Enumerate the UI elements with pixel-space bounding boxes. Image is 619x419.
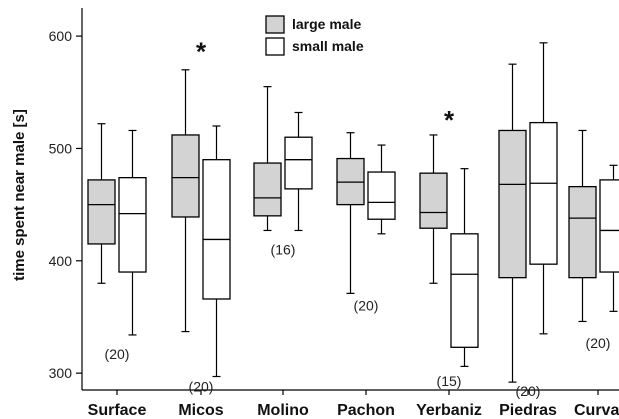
sample-size-label: (20) (586, 335, 611, 351)
box-large-male-curva (568, 129, 597, 323)
box-small-male-micos (202, 125, 231, 378)
x-tick-label: Curva (574, 402, 619, 419)
y-tick-label: 300 (49, 365, 73, 381)
y-tick-label: 600 (49, 28, 73, 44)
sample-size-label: (20) (189, 379, 214, 395)
y-tick-label: 500 (49, 140, 73, 156)
box-large-male-surface (87, 123, 116, 284)
box-body (419, 172, 448, 229)
sample-size-label: (20) (105, 346, 130, 362)
boxes (87, 42, 619, 383)
box-body (529, 121, 558, 265)
x-tick-label: Surface (88, 402, 147, 419)
legend: large male small male (265, 15, 364, 56)
axes: 300 400 500 600 Surface Micos Molino Pachon Yerb… (49, 8, 619, 419)
x-tick-label: Piedras (499, 402, 557, 419)
legend-label: small male (292, 38, 364, 54)
box-body (87, 179, 116, 245)
y-tick-label: 400 (49, 253, 73, 269)
significance-star: * (196, 36, 207, 66)
box-small-male-piedras (529, 42, 558, 335)
box-small-male-curva (599, 164, 619, 312)
box-body (202, 159, 231, 300)
legend-swatch (265, 37, 285, 56)
box-large-male-pachon (336, 132, 365, 294)
legend-swatch (265, 15, 285, 34)
box-body (599, 179, 619, 273)
box-small-male-molino (284, 111, 313, 232)
box-body (568, 185, 597, 279)
legend-label: large male (292, 16, 361, 32)
y-axis-title: time spent near male [s] (11, 109, 28, 281)
box-small-male-yerbaniz (450, 168, 479, 368)
x-tick-label: Yerbaniz (416, 402, 482, 419)
box-body (498, 129, 527, 279)
x-tick-label: Pachon (337, 402, 395, 419)
box-large-male-yerbaniz (419, 134, 448, 284)
box-body (367, 171, 396, 220)
significance-star: * (444, 105, 455, 135)
sample-size-label: (15) (437, 373, 462, 389)
box-body (118, 177, 147, 273)
box-body (284, 136, 313, 190)
x-tick-label: Micos (178, 402, 223, 419)
box-large-male-molino (253, 86, 282, 232)
box-large-male-micos (171, 69, 200, 333)
box-small-male-surface (118, 129, 147, 336)
box-body (171, 134, 200, 218)
sample-size-label: (16) (271, 242, 296, 258)
sample-size-label: (20) (354, 298, 379, 314)
box-small-male-pachon (367, 144, 396, 235)
x-tick-label: Molino (257, 402, 309, 419)
box-body (450, 233, 479, 348)
box-large-male-piedras (498, 63, 527, 383)
sample-size-label: (20) (516, 383, 541, 399)
annotations: (20) (20) (16) (20) (15) (20) (20) * * (105, 36, 611, 399)
box-body (253, 162, 282, 217)
